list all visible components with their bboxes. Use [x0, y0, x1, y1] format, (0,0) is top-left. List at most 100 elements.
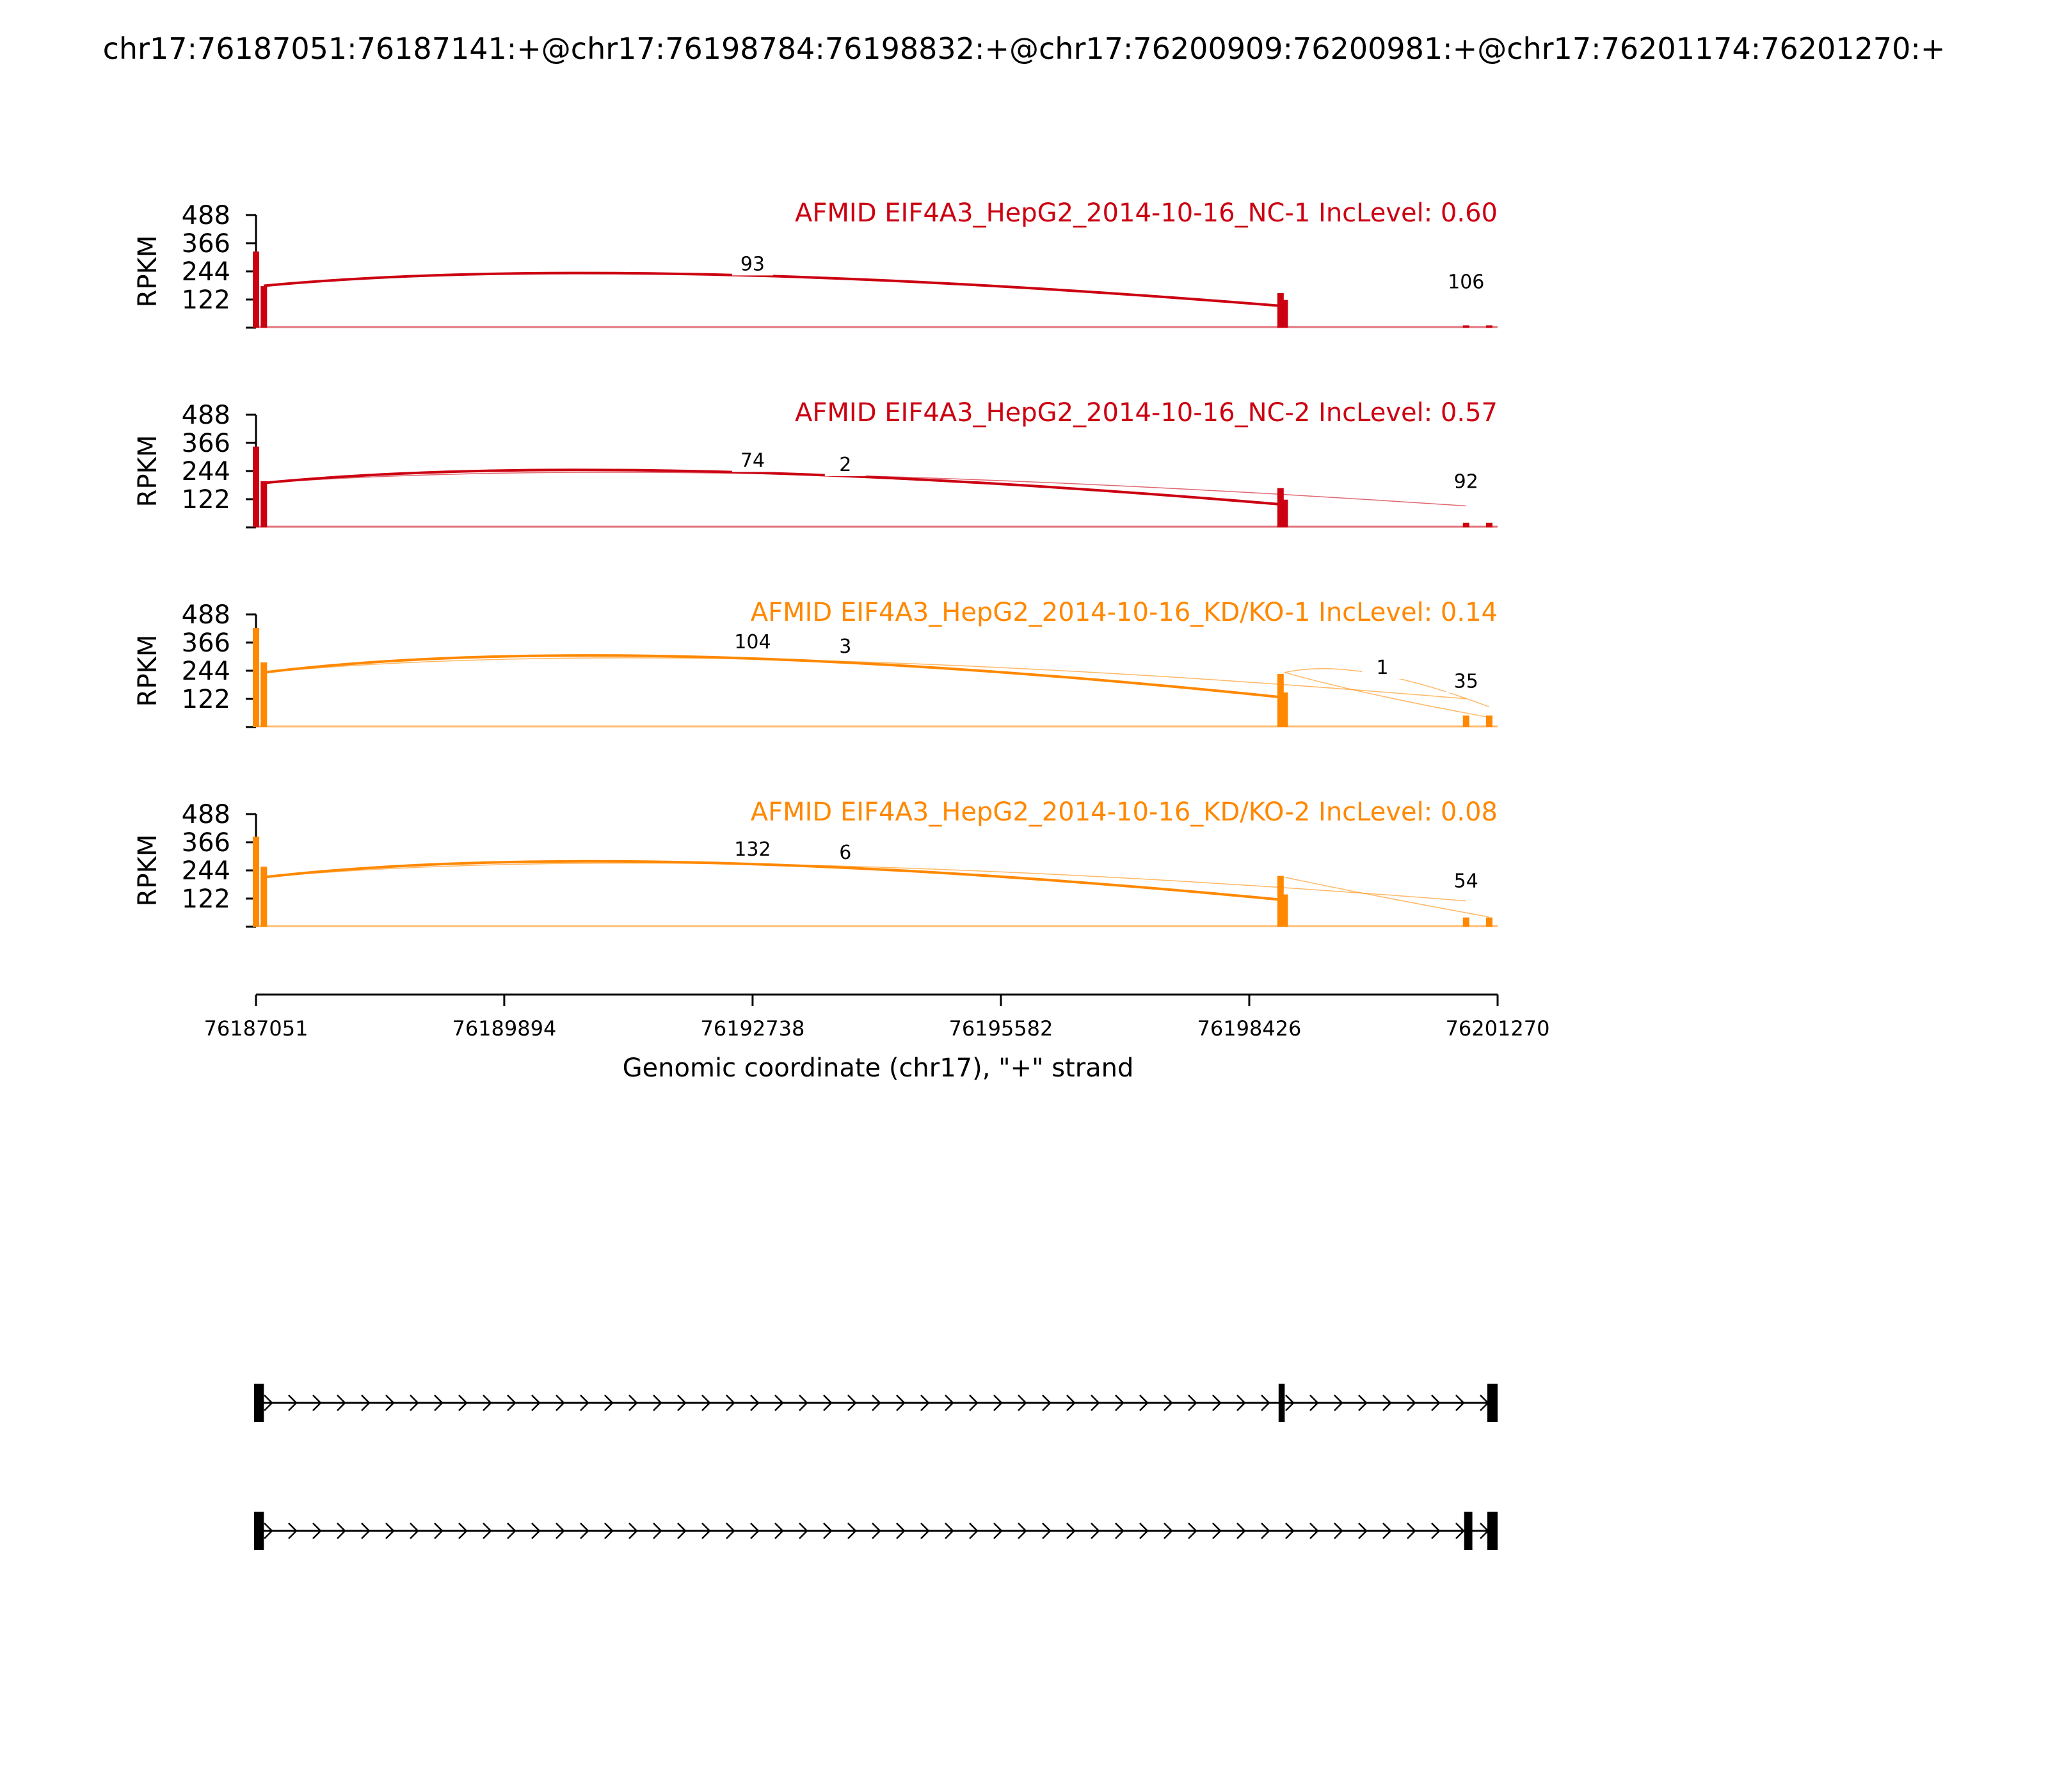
strand-arrow — [799, 1395, 808, 1411]
coverage-peak — [260, 481, 268, 527]
junction-label-bg — [732, 252, 773, 276]
strand-arrow — [653, 1523, 662, 1539]
strand-arrow — [1042, 1523, 1052, 1539]
y-tick-label: 366 — [182, 628, 230, 658]
strand-arrow — [1212, 1395, 1222, 1411]
junction-count-label: 132 — [734, 838, 771, 861]
junction-count-label: 1 — [1376, 657, 1388, 679]
y-tick-label: 488 — [182, 401, 230, 430]
junction-label-bg — [732, 630, 773, 654]
junction-count-label: 35 — [1454, 671, 1478, 693]
strand-arrow — [920, 1395, 930, 1411]
strand-arrow — [1431, 1523, 1441, 1539]
y-tick-label: 488 — [182, 600, 230, 630]
junction-count-label: 93 — [740, 253, 765, 275]
x-tick-label: 76192738 — [700, 1016, 804, 1041]
strand-arrow — [774, 1395, 784, 1411]
junction-label-bg — [1445, 270, 1487, 294]
strand-arrow — [1309, 1523, 1319, 1539]
strand-arrow — [556, 1395, 565, 1411]
strand-arrow — [580, 1523, 589, 1539]
strand-arrow — [726, 1523, 735, 1539]
strand-arrow — [458, 1395, 468, 1411]
junction-label-bg — [732, 449, 773, 472]
strand-arrow — [1164, 1523, 1173, 1539]
strand-arrow — [750, 1523, 760, 1539]
y-tick-label: 366 — [182, 229, 230, 259]
coverage-peak — [1485, 325, 1492, 328]
strand-arrow — [628, 1395, 638, 1411]
junction-arc — [264, 657, 1466, 700]
strand-arrow — [410, 1395, 419, 1411]
figure-title: chr17:76187051:76187141:+@chr17:76198784… — [103, 31, 1946, 66]
strand-arrow — [872, 1523, 881, 1539]
junction-label-bg — [824, 634, 866, 658]
junction-label-bg — [824, 453, 866, 477]
x-tick-label: 76198426 — [1197, 1016, 1302, 1041]
strand-arrow — [1382, 1523, 1392, 1539]
junction-label-bg — [1445, 470, 1487, 493]
coverage-peak — [1277, 674, 1284, 727]
strand-arrow — [774, 1523, 784, 1539]
strand-arrow — [823, 1523, 833, 1539]
junction-count-label: 3 — [839, 636, 851, 658]
strand-arrow — [1115, 1395, 1124, 1411]
strand-arrow — [799, 1523, 808, 1539]
y-axis-label: RPKM — [133, 236, 163, 308]
strand-arrow — [1164, 1395, 1173, 1411]
junction-arc — [264, 862, 1466, 902]
strand-arrow — [337, 1523, 346, 1539]
strand-arrow — [726, 1395, 735, 1411]
y-tick-label: 366 — [182, 429, 230, 458]
coverage-peak — [260, 867, 268, 927]
strand-arrow — [385, 1523, 395, 1539]
strand-arrow — [969, 1523, 979, 1539]
x-axis-label: Genomic coordinate (chr17), "+" strand — [623, 1053, 1134, 1083]
isoform-1 — [254, 1384, 1498, 1422]
strand-arrow — [1431, 1395, 1441, 1411]
strand-arrow — [896, 1395, 906, 1411]
x-tick-label: 76189894 — [452, 1016, 556, 1041]
coverage-peak — [1277, 876, 1284, 927]
x-tick-label: 76187051 — [204, 1016, 308, 1041]
strand-arrow — [1382, 1395, 1392, 1411]
strand-arrow — [1358, 1395, 1368, 1411]
coverage-peak — [1277, 488, 1284, 527]
strand-arrow — [507, 1523, 516, 1539]
coverage-peak — [1281, 692, 1288, 727]
strand-arrow — [1188, 1395, 1197, 1411]
coverage-peak — [260, 662, 268, 727]
junction-count-label: 6 — [839, 842, 851, 864]
coverage-peak — [253, 446, 259, 527]
strand-arrow — [1066, 1523, 1076, 1539]
junction-arc — [264, 271, 1281, 307]
y-tick-label: 122 — [182, 685, 230, 714]
strand-arrow — [1018, 1523, 1027, 1539]
strand-arrow — [1261, 1395, 1270, 1411]
strand-arrow — [483, 1523, 492, 1539]
track-title: AFMID EIF4A3_HepG2_2014-10-16_NC-2 IncLe… — [795, 398, 1498, 428]
y-tick-label: 122 — [182, 485, 230, 515]
strand-arrow — [1407, 1395, 1416, 1411]
exon-block — [1464, 1512, 1473, 1550]
junction-arc — [264, 472, 1466, 507]
coverage-peak — [1281, 894, 1288, 927]
coverage-peak — [253, 627, 259, 727]
exon-block — [1278, 1384, 1285, 1422]
y-axis-label: RPKM — [133, 435, 163, 508]
strand-arrow — [604, 1395, 614, 1411]
junction-label-bg — [732, 837, 773, 861]
coverage-peak — [1485, 522, 1492, 527]
coverage-peak — [1485, 917, 1492, 927]
strand-arrow — [580, 1395, 589, 1411]
strand-arrow — [1115, 1523, 1124, 1539]
strand-arrow — [1285, 1523, 1295, 1539]
x-axis: 76187051 76189894 76192738 76195582 76198426… — [204, 993, 1549, 1041]
strand-arrow — [1334, 1523, 1343, 1539]
strand-arrow — [872, 1395, 881, 1411]
junction-label-bg — [1445, 669, 1487, 693]
strand-arrow — [1139, 1395, 1149, 1411]
